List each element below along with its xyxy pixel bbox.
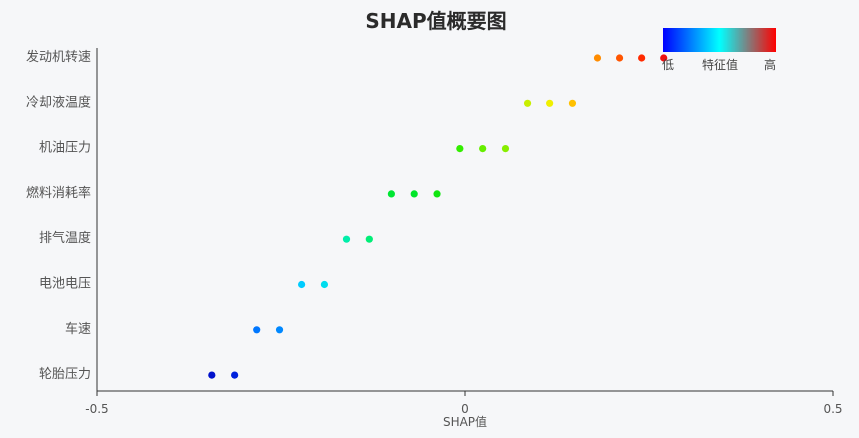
data-point [523, 99, 532, 107]
y-tick-label: 燃料消耗率 [26, 185, 91, 201]
color-legend: 低 特征值 高 [662, 28, 776, 72]
data-point [410, 190, 418, 198]
data-point [342, 235, 351, 243]
y-tick-label: 轮胎压力 [39, 367, 91, 382]
data-point [615, 54, 624, 62]
data-points [208, 54, 668, 379]
y-tick-label: 冷却液温度 [26, 94, 91, 110]
y-tick-label: 发动机转速 [26, 49, 91, 65]
data-point [275, 326, 284, 334]
legend-high-label: 高 [764, 57, 776, 72]
data-point [546, 99, 554, 107]
y-tick-label: 机油压力 [39, 141, 91, 156]
x-tick-label: 0.5 [823, 402, 842, 416]
data-point [298, 280, 306, 289]
data-point [593, 54, 602, 62]
data-point [568, 99, 577, 107]
legend-title: 特征值 [702, 57, 738, 72]
x-tick-label: 0 [461, 402, 469, 416]
x-axis-ticks: -0.5 0 0.5 [85, 391, 843, 416]
data-point [660, 54, 668, 62]
y-tick-label: 排气温度 [39, 230, 91, 246]
data-point [638, 54, 646, 62]
x-tick-label: -0.5 [85, 402, 108, 416]
data-point [320, 280, 329, 289]
x-axis-title: SHAP值 [443, 414, 487, 429]
data-point [253, 326, 261, 334]
y-tick-label: 车速 [65, 321, 91, 337]
data-point [501, 145, 510, 153]
y-tick-label: 电池电压 [39, 277, 91, 292]
chart-title: SHAP值概要图 [365, 9, 506, 33]
data-point [456, 145, 464, 153]
data-point [365, 235, 373, 243]
legend-colorbar [663, 28, 776, 52]
data-point [231, 371, 239, 379]
data-point [387, 190, 395, 198]
data-point [433, 190, 441, 198]
data-point [479, 145, 487, 153]
data-point [208, 371, 216, 379]
legend-low-label: 低 [662, 58, 674, 72]
